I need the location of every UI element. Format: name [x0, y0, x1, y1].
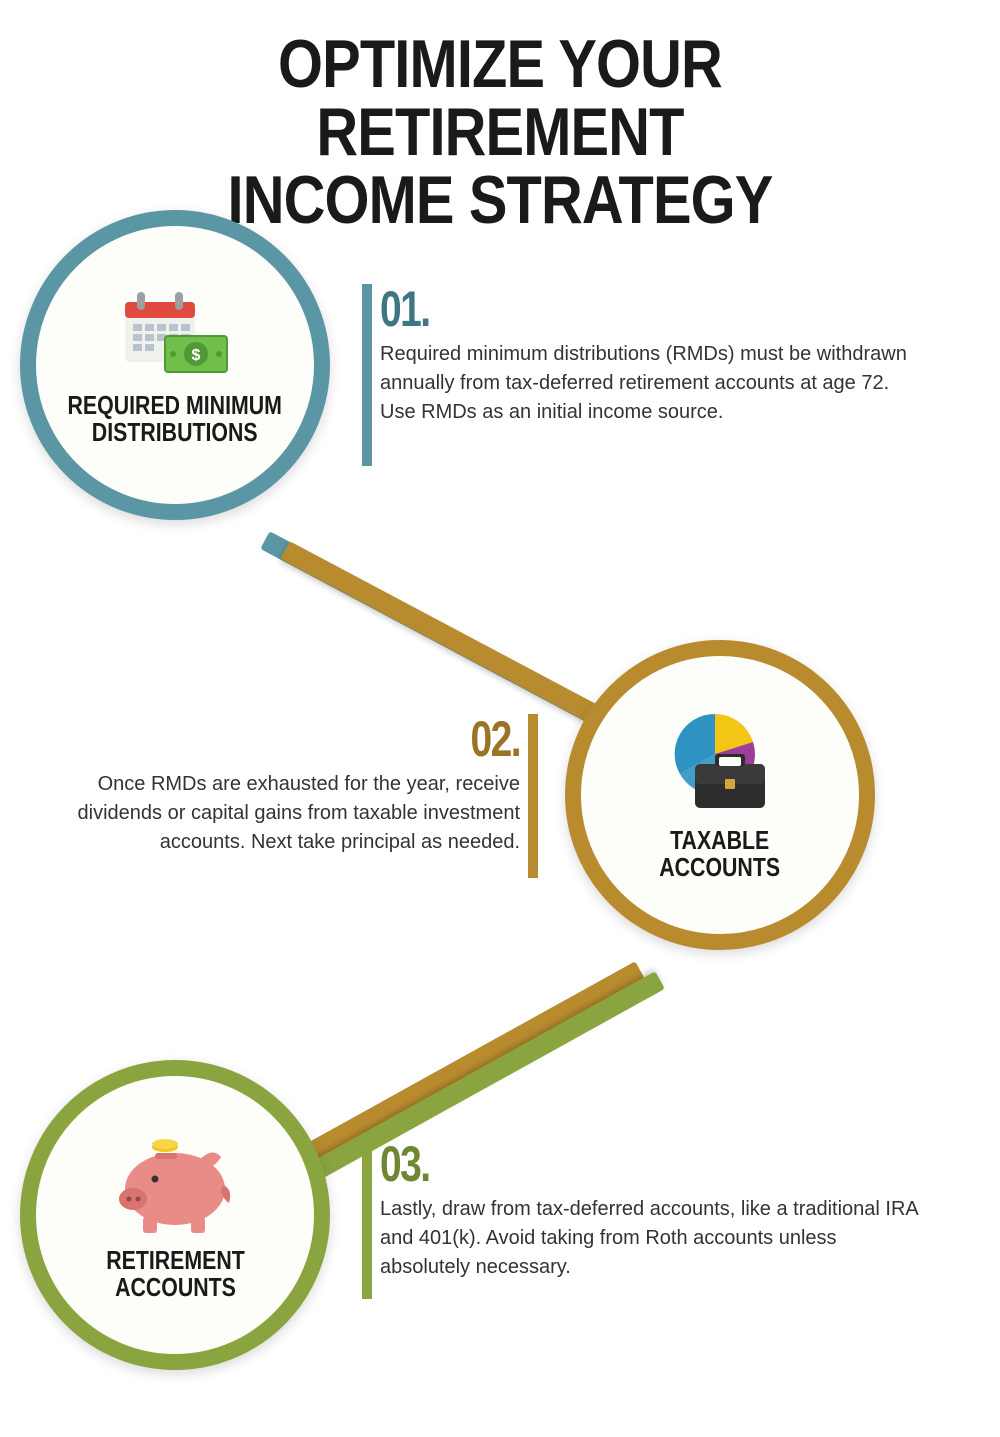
- step-2-number: 02.: [146, 710, 520, 768]
- step-3-number: 03.: [380, 1135, 805, 1193]
- step-2-text: Once RMDs are exhausted for the year, re…: [40, 770, 520, 857]
- circle-retirement: RETIREMENT ACCOUNTS: [20, 1060, 330, 1370]
- circle-1-label-2: DISTRIBUTIONS: [92, 417, 258, 447]
- circle-2-label-1: TAXABLE: [670, 825, 769, 855]
- step-2-block: 02. Once RMDs are exhausted for the year…: [40, 710, 520, 857]
- step-1-number: 01.: [380, 280, 793, 338]
- page-title: OPTIMIZE YOUR RETIREMENT INCOME STRATEGY: [75, 0, 925, 244]
- title-line-2: INCOME STRATEGY: [228, 162, 773, 238]
- circle-3-label-1: RETIREMENT: [106, 1245, 245, 1275]
- calendar-cash-icon: $: [115, 284, 235, 384]
- svg-text:$: $: [192, 347, 201, 364]
- circle-rmd: $ REQUIRED MINIMUM DISTRIBUTIONS: [20, 210, 330, 520]
- step-2-bar: [528, 714, 538, 878]
- step-1-block: 01. Required minimum distributions (RMDs…: [380, 280, 910, 427]
- circle-3-label-2: ACCOUNTS: [115, 1272, 236, 1302]
- step-3-text: Lastly, draw from tax-deferred accounts,…: [380, 1195, 925, 1282]
- circle-2-label-2: ACCOUNTS: [660, 852, 781, 882]
- step-1-text: Required minimum distributions (RMDs) mu…: [380, 340, 910, 427]
- circle-taxable: TAXABLE ACCOUNTS: [565, 640, 875, 950]
- pie-briefcase-icon: [655, 709, 785, 819]
- step-3-block: 03. Lastly, draw from tax-deferred accou…: [380, 1135, 925, 1282]
- step-3-bar: [362, 1139, 372, 1299]
- circle-1-label-1: REQUIRED MINIMUM: [68, 390, 282, 420]
- title-line-1: OPTIMIZE YOUR RETIREMENT: [278, 26, 722, 170]
- piggy-bank-icon: [105, 1129, 245, 1239]
- step-1-bar: [362, 284, 372, 466]
